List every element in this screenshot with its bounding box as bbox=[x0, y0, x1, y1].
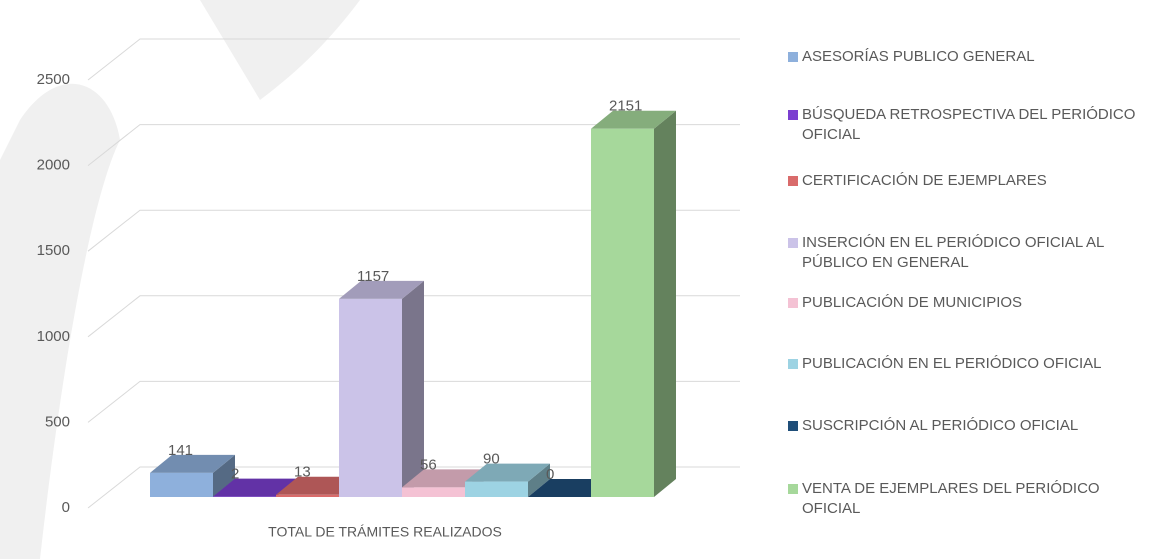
data-label: 0 bbox=[546, 466, 554, 483]
data-label: 2 bbox=[231, 466, 239, 483]
bar bbox=[150, 472, 213, 497]
bar bbox=[465, 481, 528, 497]
bar-side bbox=[402, 280, 424, 497]
legend-label: ASESORÍAS PUBLICO GENERAL bbox=[802, 48, 1035, 65]
bar-top bbox=[150, 454, 235, 473]
y-tick-label: 500 bbox=[45, 413, 70, 430]
bar-top bbox=[591, 110, 676, 129]
grid-line bbox=[87, 124, 740, 166]
grid-line bbox=[87, 209, 740, 252]
bar-side bbox=[213, 454, 235, 497]
legend-swatch bbox=[788, 359, 798, 369]
bar-top bbox=[213, 478, 298, 497]
legend-label: CERTIFICACIÓN DE EJEMPLARES bbox=[802, 172, 1047, 189]
bar-top bbox=[465, 463, 550, 482]
x-tick-label: TOTAL DE TRÁMITES REALIZADOS bbox=[268, 524, 502, 540]
legend-swatch bbox=[788, 421, 798, 431]
watermark bbox=[0, 0, 360, 559]
bar-side bbox=[654, 110, 676, 497]
legend-item: VENTA DE EJEMPLARES DEL PERIÓDICO OFICIA… bbox=[788, 479, 1162, 519]
data-label: 90 bbox=[483, 451, 500, 468]
bar bbox=[339, 298, 402, 497]
grid-line bbox=[87, 380, 740, 423]
legend-item: ASESORÍAS PUBLICO GENERAL bbox=[788, 47, 1162, 67]
grid-line bbox=[87, 295, 740, 338]
bar bbox=[276, 494, 339, 497]
data-label: 1157 bbox=[357, 268, 389, 285]
y-tick-label: 2500 bbox=[37, 71, 70, 88]
bar-top bbox=[339, 280, 424, 299]
y-tick-label: 1500 bbox=[37, 242, 70, 259]
data-label: 141 bbox=[168, 442, 193, 459]
data-label: 13 bbox=[294, 464, 311, 481]
legend-item: INSERCIÓN EN EL PERIÓDICO OFICIAL AL PÚB… bbox=[788, 233, 1162, 273]
legend-item: PUBLICACIÓN EN EL PERIÓDICO OFICIAL bbox=[788, 354, 1162, 374]
legend-item: PUBLICACIÓN DE MUNICIPIOS bbox=[788, 293, 1162, 313]
data-label: 2151 bbox=[609, 98, 642, 115]
legend-item: BÚSQUEDA RETROSPECTIVA DEL PERIÓDICO OFI… bbox=[788, 105, 1162, 145]
legend-item: SUSCRIPCIÓN AL PERIÓDICO OFICIAL bbox=[788, 416, 1162, 436]
y-tick-label: 1000 bbox=[37, 328, 70, 345]
y-tick-label: 2000 bbox=[37, 157, 70, 174]
bar-side bbox=[528, 463, 550, 497]
legend-item: CERTIFICACIÓN DE EJEMPLARES bbox=[788, 171, 1162, 191]
legend-label: SUSCRIPCIÓN AL PERIÓDICO OFICIAL bbox=[802, 417, 1079, 434]
data-label: 56 bbox=[420, 456, 437, 473]
legend-label: PUBLICACIÓN DE MUNICIPIOS bbox=[802, 294, 1023, 311]
grid-line bbox=[87, 38, 740, 81]
legend-swatch bbox=[788, 176, 798, 186]
legend-label: PUBLICACIÓN EN EL PERIÓDICO OFICIAL bbox=[802, 355, 1102, 372]
bar bbox=[591, 128, 654, 498]
legend-swatch bbox=[788, 52, 798, 62]
legend-swatch bbox=[788, 484, 798, 494]
legend-swatch bbox=[788, 298, 798, 308]
bar bbox=[402, 487, 465, 497]
legend-swatch bbox=[788, 110, 798, 120]
legend-label: BÚSQUEDA RETROSPECTIVA DEL PERIÓDICO OFI… bbox=[802, 106, 1136, 143]
legend-label: VENTA DE EJEMPLARES DEL PERIÓDICO OFICIA… bbox=[802, 480, 1100, 517]
legend-label: INSERCIÓN EN EL PERIÓDICO OFICIAL AL PÚB… bbox=[802, 234, 1104, 271]
y-tick-label: 0 bbox=[62, 499, 70, 516]
legend-swatch bbox=[788, 238, 798, 248]
